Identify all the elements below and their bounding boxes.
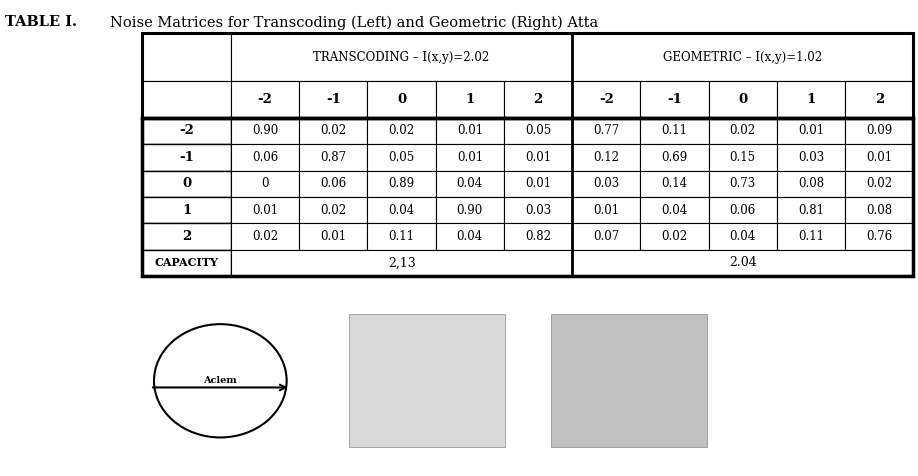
Text: 0.01: 0.01 [867,151,892,164]
Text: -1: -1 [667,93,682,106]
Text: Aclem: Aclem [204,377,237,385]
Text: 2: 2 [182,230,191,243]
Text: 0.04: 0.04 [662,204,688,217]
Text: 0.09: 0.09 [867,124,892,138]
Text: 0.77: 0.77 [593,124,620,138]
Text: 0.14: 0.14 [662,177,688,190]
Text: -2: -2 [258,93,273,106]
Text: TRANSCODING – I(x,y)=2.02: TRANSCODING – I(x,y)=2.02 [313,50,489,64]
Text: 2: 2 [533,93,543,106]
Text: 0.03: 0.03 [798,151,824,164]
Text: 0.81: 0.81 [798,204,824,217]
Text: 0.11: 0.11 [798,230,824,243]
Text: 0.87: 0.87 [320,151,346,164]
Text: 0.01: 0.01 [593,204,620,217]
Text: 0.02: 0.02 [867,177,892,190]
Text: 0.05: 0.05 [525,124,551,138]
Text: 0.02: 0.02 [730,124,756,138]
Text: 0.82: 0.82 [525,230,551,243]
Text: 0.02: 0.02 [662,230,688,243]
Text: 0.04: 0.04 [388,204,415,217]
Text: 0.04: 0.04 [730,230,756,243]
Text: 0.11: 0.11 [388,230,415,243]
Text: Aclem: Aclem [612,377,645,385]
Text: 0.07: 0.07 [593,230,620,243]
Text: 0.02: 0.02 [320,124,346,138]
Text: -1: -1 [179,151,194,164]
Text: 0.73: 0.73 [730,177,756,190]
Text: 0.02: 0.02 [388,124,415,138]
Text: 0.04: 0.04 [456,177,483,190]
Text: 0.12: 0.12 [593,151,620,164]
Text: 0.05: 0.05 [388,151,415,164]
Text: 0.76: 0.76 [867,230,892,243]
Text: 0.01: 0.01 [457,124,483,138]
Text: 0.69: 0.69 [662,151,688,164]
Text: 0.01: 0.01 [798,124,824,138]
Text: 0.06: 0.06 [730,204,756,217]
Text: 0.01: 0.01 [320,230,346,243]
Text: 0.06: 0.06 [320,177,346,190]
Text: -2: -2 [599,93,614,106]
Text: 0.89: 0.89 [388,177,415,190]
Text: 0.04: 0.04 [456,230,483,243]
Text: 0.01: 0.01 [525,177,551,190]
Text: 0: 0 [182,177,191,190]
Text: CAPACITY: CAPACITY [154,258,218,268]
Text: 0.02: 0.02 [320,204,346,217]
Text: 0.03: 0.03 [593,177,620,190]
Text: 2.04: 2.04 [729,257,756,269]
Text: 1: 1 [182,204,191,217]
Text: 0: 0 [262,177,269,190]
Text: 0.08: 0.08 [798,177,824,190]
Text: 0.01: 0.01 [525,151,551,164]
Text: 0.90: 0.90 [456,204,483,217]
Text: 2: 2 [875,93,884,106]
Text: 0.01: 0.01 [252,204,278,217]
Text: 0.11: 0.11 [662,124,688,138]
Text: 2,13: 2,13 [387,257,416,269]
Text: 1: 1 [806,93,816,106]
Text: 0: 0 [397,93,406,106]
Text: 0.08: 0.08 [867,204,892,217]
Text: Noise Matrices for Transcoding (Left) and Geometric (Right) Atta: Noise Matrices for Transcoding (Left) an… [110,15,599,30]
Text: 1: 1 [465,93,475,106]
Text: -2: -2 [179,124,194,138]
Text: 0.03: 0.03 [525,204,551,217]
Text: 0.02: 0.02 [252,230,278,243]
Text: GEOMETRIC – I(x,y)=1.02: GEOMETRIC – I(x,y)=1.02 [663,50,823,64]
Text: 0.90: 0.90 [252,124,278,138]
Text: 0.06: 0.06 [252,151,278,164]
Text: -1: -1 [326,93,341,106]
Text: 0.01: 0.01 [457,151,483,164]
Text: Aclem: Aclem [410,377,443,385]
Text: 0: 0 [738,93,747,106]
Text: 0.15: 0.15 [730,151,756,164]
Text: TABLE I.: TABLE I. [5,15,76,29]
